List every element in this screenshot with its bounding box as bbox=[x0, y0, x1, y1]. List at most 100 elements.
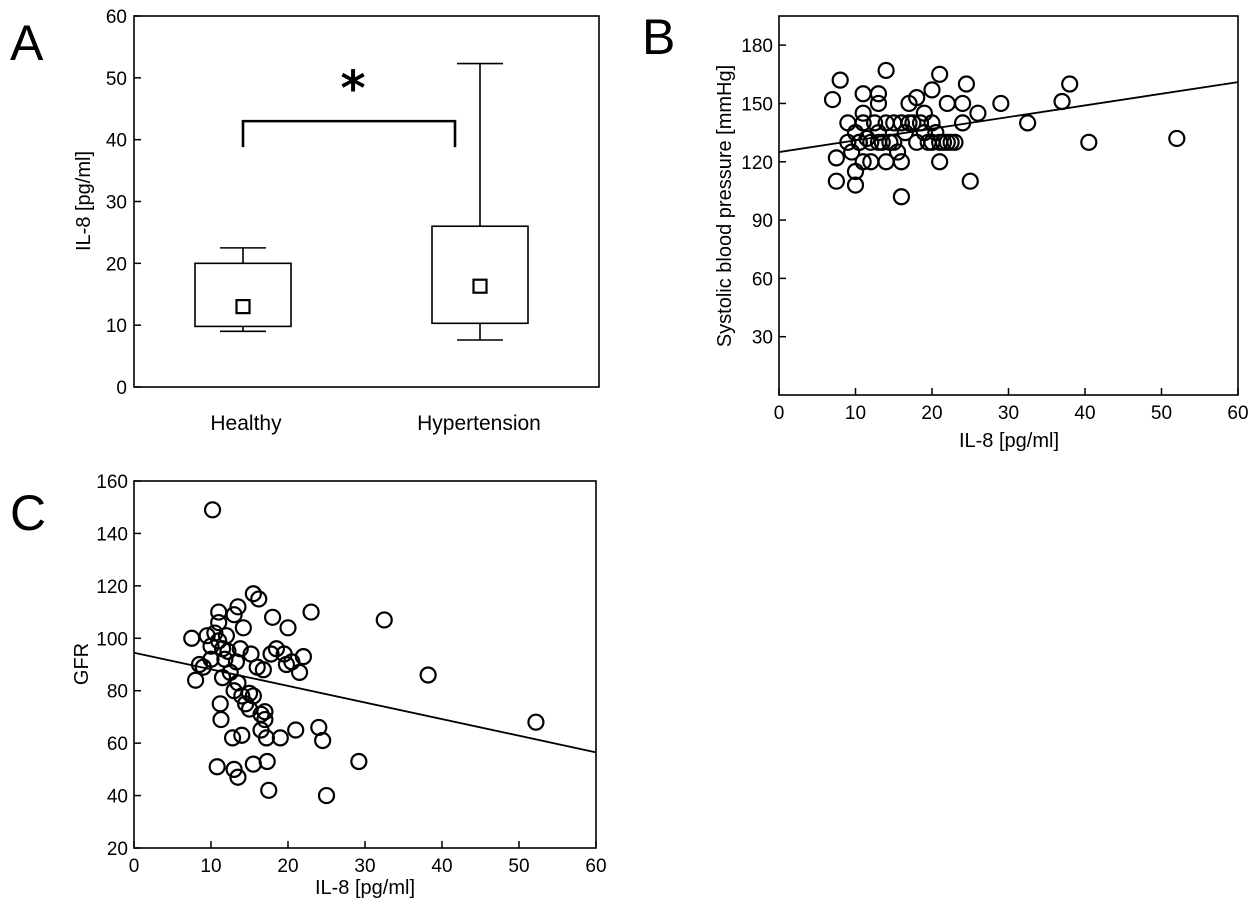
panel-b: B 0 10 20 30 40 50 60 30 60 90 120 150 180 IL-8 [pg/… bbox=[642, 9, 1249, 452]
scatter-point bbox=[244, 755, 262, 773]
scatter-point bbox=[244, 687, 262, 705]
panel-letter-a: A bbox=[10, 15, 44, 71]
y-tick-label-a: 10 bbox=[106, 316, 127, 337]
x-tick-label: 10 bbox=[200, 856, 221, 877]
plot-frame-a bbox=[133, 15, 600, 388]
scatter-point bbox=[262, 645, 280, 663]
scatter-point bbox=[1019, 114, 1037, 132]
scatter-point bbox=[287, 721, 305, 739]
boxes-a bbox=[194, 62, 529, 341]
scatter-point bbox=[915, 104, 933, 122]
box bbox=[431, 225, 529, 325]
scatter-point bbox=[877, 61, 895, 80]
scatter-point bbox=[892, 114, 911, 132]
scatter-point bbox=[250, 590, 268, 608]
scatter-point bbox=[350, 752, 368, 771]
scatter-point bbox=[1053, 92, 1071, 111]
scatter-point bbox=[257, 729, 276, 747]
scatter-point bbox=[931, 153, 949, 171]
scatter-point bbox=[1061, 75, 1079, 93]
x-tick-label: 40 bbox=[431, 856, 452, 877]
scatter-point bbox=[258, 752, 276, 771]
scatter-point bbox=[827, 149, 845, 167]
scatter-point bbox=[208, 758, 226, 776]
scatter-point bbox=[866, 114, 884, 132]
panel-letter-c: C bbox=[10, 485, 46, 541]
y-tick-label: 120 bbox=[96, 577, 128, 598]
scatter-point bbox=[831, 71, 849, 89]
scatter-point bbox=[244, 585, 262, 603]
plot-frame-b bbox=[778, 15, 1239, 396]
scatter-point bbox=[953, 94, 972, 113]
y-tick-label: 90 bbox=[752, 211, 773, 232]
scatter-point bbox=[854, 153, 872, 171]
category-label-healthy: Healthy bbox=[210, 412, 282, 435]
scatter-point bbox=[314, 731, 332, 750]
scatter-point bbox=[885, 133, 903, 151]
y-axis-label-a: IL-8 [pg/ml] bbox=[73, 151, 95, 251]
scatter-point bbox=[254, 661, 272, 679]
median-marker bbox=[472, 278, 488, 294]
box bbox=[194, 262, 292, 328]
category-label-hypertension: Hypertension bbox=[417, 412, 541, 435]
scatter-point bbox=[212, 710, 230, 729]
y-tick-label-a: 60 bbox=[106, 7, 127, 28]
scatter-point bbox=[234, 619, 252, 637]
x-axis-label-b: IL-8 [pg/ml] bbox=[959, 430, 1059, 452]
scatter-point bbox=[923, 81, 941, 99]
scatter-point bbox=[823, 90, 842, 109]
plot-frame-c bbox=[133, 480, 597, 849]
y-ticks-a: 0 10 20 30 40 50 60 bbox=[106, 7, 141, 399]
scatter-point bbox=[210, 613, 228, 632]
ticks-c: 0 10 20 30 40 50 60 20 40 60 80 100 120 140 160 bbox=[96, 472, 606, 877]
scatter-point bbox=[961, 172, 979, 190]
scatter-point bbox=[938, 94, 956, 113]
scatter-point bbox=[908, 89, 926, 107]
x-tick-label: 60 bbox=[1227, 403, 1248, 424]
scatter-point bbox=[904, 114, 922, 132]
scatter-point bbox=[233, 726, 251, 744]
points-c bbox=[183, 501, 545, 805]
scatter-point bbox=[203, 501, 222, 519]
y-axis-label-c: GFR bbox=[71, 643, 93, 685]
scatter-point bbox=[317, 786, 336, 805]
scatter-point bbox=[992, 94, 1010, 113]
scatter-point bbox=[229, 768, 247, 786]
median-marker bbox=[235, 299, 251, 315]
scatter-point bbox=[183, 629, 201, 647]
scatter-point bbox=[846, 176, 865, 194]
scatter-point bbox=[957, 75, 976, 93]
scatter-point bbox=[854, 114, 872, 132]
x-axis-label-c: IL-8 [pg/ml] bbox=[315, 877, 415, 899]
scatter-point bbox=[294, 648, 312, 666]
panel-a: A 0 10 20 30 40 50 60 IL-8 [pg/ml] * Healthy H… bbox=[10, 7, 600, 435]
y-tick-label: 160 bbox=[96, 472, 128, 493]
scatter-point bbox=[233, 687, 251, 705]
y-tick-label: 100 bbox=[96, 629, 128, 650]
y-tick-label: 80 bbox=[107, 682, 128, 703]
scatter-point bbox=[211, 695, 229, 713]
scatter-point bbox=[206, 624, 224, 642]
y-axis-label-b: Systolic blood pressure [mmHg] bbox=[714, 65, 736, 347]
y-tick-label-a: 50 bbox=[106, 69, 127, 90]
scatter-point bbox=[827, 172, 845, 190]
scatter-point bbox=[1080, 133, 1098, 151]
fit-line-c bbox=[133, 651, 597, 754]
scatter-point bbox=[225, 606, 243, 624]
x-tick-label: 50 bbox=[1151, 403, 1172, 424]
scatter-point bbox=[869, 94, 888, 113]
scatter-point bbox=[869, 85, 888, 103]
bracket-line bbox=[241, 119, 457, 148]
scatter-point bbox=[256, 703, 274, 721]
scatter-point bbox=[202, 650, 220, 668]
x-tick-label: 20 bbox=[277, 856, 298, 877]
scatter-point bbox=[375, 611, 393, 629]
y-tick-label: 150 bbox=[741, 94, 773, 115]
scatter-point bbox=[931, 65, 949, 83]
scatter-point bbox=[888, 143, 907, 161]
y-tick-label-a: 30 bbox=[106, 193, 127, 214]
scatter-point bbox=[892, 188, 911, 206]
x-tick-label: 30 bbox=[354, 856, 375, 877]
x-tick-label: 20 bbox=[921, 403, 942, 424]
